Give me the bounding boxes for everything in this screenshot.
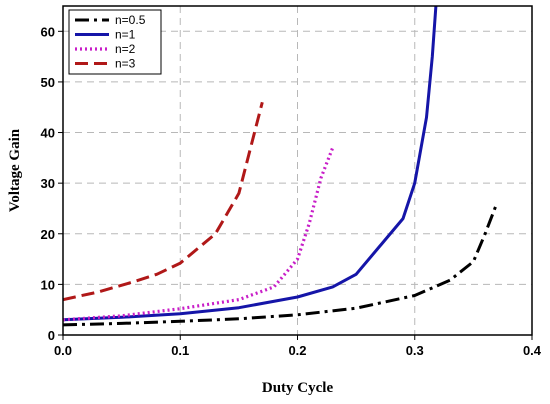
series-line-4: [63, 101, 264, 302]
y-tick-label: 20: [41, 227, 55, 242]
y-tick-label: 60: [41, 24, 55, 39]
series-line-2: [63, 6, 438, 322]
x-tick-label: 0.2: [288, 343, 306, 358]
series-lines: [63, 6, 499, 327]
y-tick-label: 10: [41, 277, 55, 292]
x-axis-title: Duty Cycle: [262, 380, 334, 396]
y-tick-label: 50: [41, 75, 55, 90]
x-tick-label: 0.1: [171, 343, 189, 358]
x-tick-label: 0.4: [523, 343, 542, 358]
y-tick-labels: 0 10 20 30 40 50 60: [41, 24, 63, 343]
x-tick-label: 0.0: [54, 343, 72, 358]
y-tick-label: 30: [41, 176, 55, 191]
x-tick-label: 0.3: [406, 343, 424, 358]
y-tick-label: 40: [41, 126, 55, 141]
legend-label: n=0.5: [115, 13, 146, 27]
y-tick-label: 0: [48, 328, 55, 343]
y-axis-title: Voltage Gain: [7, 128, 23, 212]
x-tick-labels: 0.0 0.1 0.2 0.3 0.4: [54, 335, 542, 358]
legend-label: n=1: [115, 28, 136, 42]
legend-label: n=2: [115, 42, 136, 56]
legend: n=0.5n=1n=2n=3: [68, 9, 162, 75]
series-line-1: [63, 202, 499, 327]
legend-label: n=3: [115, 57, 136, 71]
legend-items: n=0.5n=1n=2n=3: [75, 13, 146, 71]
